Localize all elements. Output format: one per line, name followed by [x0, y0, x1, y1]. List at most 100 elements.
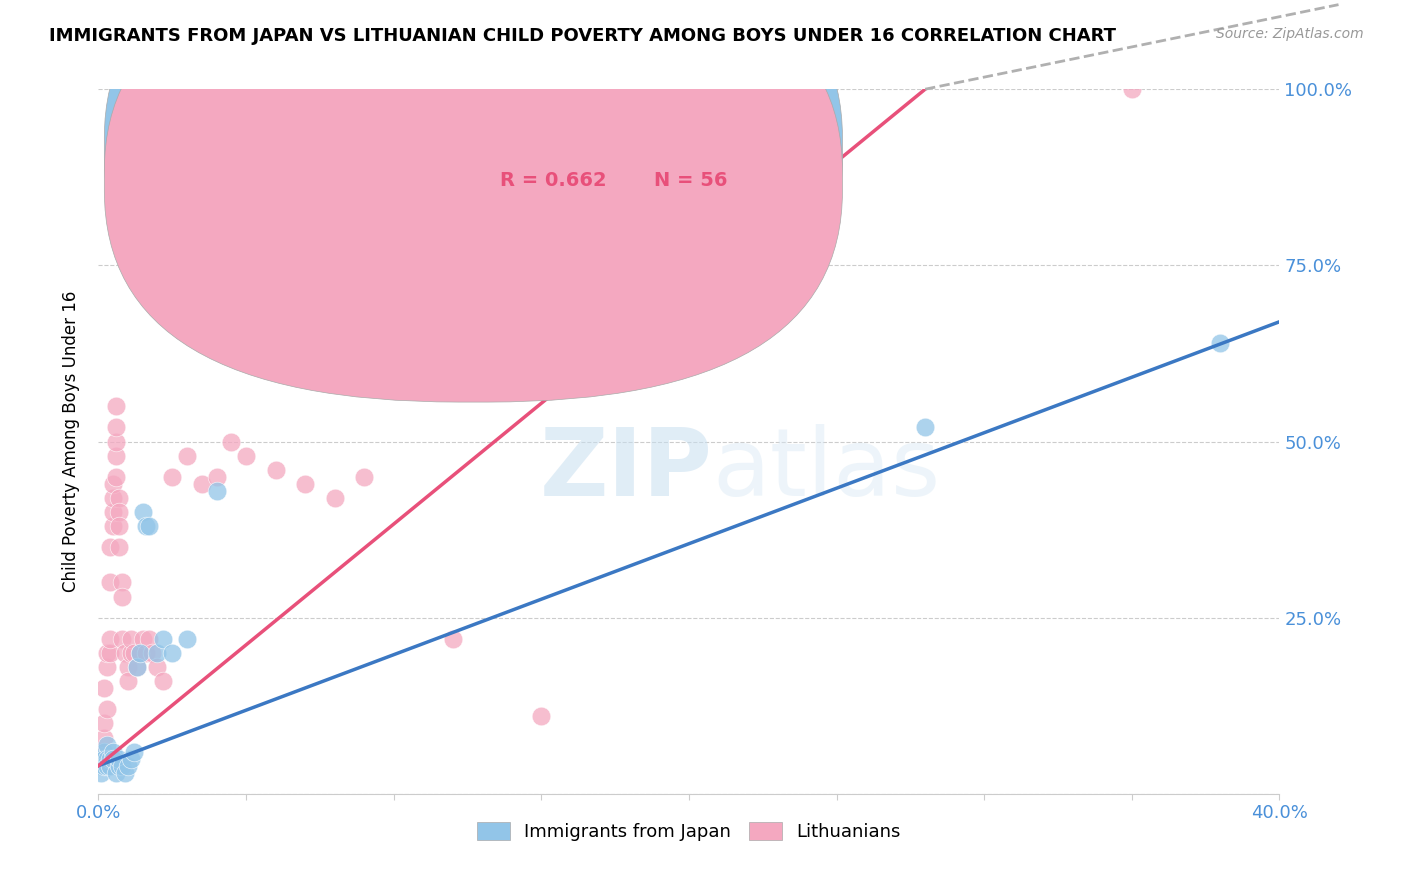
Point [1209, 335, 1232, 350]
Point [176, 449, 198, 463]
Point [98, 646, 121, 660]
Text: N = 56: N = 56 [654, 171, 727, 190]
Point [162, 646, 183, 660]
Point [205, 483, 228, 498]
Point [98, 632, 121, 646]
Point [96, 758, 118, 772]
Point [294, 476, 316, 491]
Point [120, 646, 142, 660]
Point [530, 709, 553, 723]
Point [108, 491, 131, 505]
Point [108, 519, 131, 533]
Point [125, 660, 148, 674]
Point [138, 632, 160, 646]
Y-axis label: Child Poverty Among Boys Under 16: Child Poverty Among Boys Under 16 [62, 291, 80, 592]
Point [103, 751, 125, 765]
Point [93, 716, 115, 731]
Text: R = 0.662: R = 0.662 [501, 171, 606, 190]
Point [191, 476, 214, 491]
Point [132, 632, 155, 646]
Point [152, 632, 174, 646]
Point [96, 738, 118, 752]
Point [90, 758, 112, 772]
FancyBboxPatch shape [441, 118, 807, 205]
Point [141, 646, 163, 660]
Point [98, 575, 121, 590]
Point [146, 646, 169, 660]
Text: Source: ZipAtlas.com: Source: ZipAtlas.com [1216, 27, 1364, 41]
Point [105, 765, 128, 780]
Point [105, 449, 128, 463]
Point [103, 745, 125, 759]
Point [128, 646, 150, 660]
Point [162, 469, 183, 483]
FancyBboxPatch shape [104, 0, 842, 369]
Point [120, 632, 142, 646]
Point [96, 646, 118, 660]
Point [914, 420, 936, 434]
Point [98, 541, 121, 555]
Point [114, 646, 136, 660]
Point [111, 575, 134, 590]
Text: IMMIGRANTS FROM JAPAN VS LITHUANIAN CHILD POVERTY AMONG BOYS UNDER 16 CORRELATIO: IMMIGRANTS FROM JAPAN VS LITHUANIAN CHIL… [49, 27, 1116, 45]
Point [105, 399, 128, 413]
FancyBboxPatch shape [104, 0, 842, 402]
Point [1121, 82, 1143, 96]
Point [114, 765, 136, 780]
Point [93, 758, 115, 772]
Point [98, 751, 121, 765]
Point [205, 469, 228, 483]
Point [128, 646, 150, 660]
Legend: Immigrants from Japan, Lithuanians: Immigrants from Japan, Lithuanians [470, 814, 908, 848]
Point [93, 751, 115, 765]
Point [382, 364, 405, 378]
Point [90, 745, 112, 759]
Point [117, 758, 139, 772]
Point [120, 751, 142, 765]
Point [96, 702, 118, 716]
Point [135, 519, 157, 533]
Point [96, 660, 118, 674]
Point [146, 660, 169, 674]
Point [122, 646, 145, 660]
Point [90, 751, 112, 765]
Text: R = 0.590: R = 0.590 [501, 138, 606, 157]
Point [441, 632, 464, 646]
Point [96, 751, 118, 765]
Point [103, 491, 125, 505]
Point [93, 745, 115, 759]
Point [122, 745, 145, 759]
Point [176, 632, 198, 646]
Point [108, 541, 131, 555]
Point [105, 420, 128, 434]
Point [108, 758, 131, 772]
Point [152, 674, 174, 689]
Point [93, 681, 115, 696]
Point [138, 519, 160, 533]
Point [98, 758, 121, 772]
Point [111, 632, 134, 646]
Point [105, 434, 128, 449]
Point [221, 434, 243, 449]
Point [264, 463, 287, 477]
Point [108, 505, 131, 519]
Point [132, 505, 155, 519]
Point [90, 751, 112, 765]
Point [117, 660, 139, 674]
Point [235, 449, 257, 463]
Point [353, 469, 375, 483]
Point [135, 646, 157, 660]
Point [117, 674, 139, 689]
Point [105, 469, 128, 483]
Point [323, 491, 346, 505]
Point [125, 660, 148, 674]
Point [111, 590, 134, 604]
Text: ZIP: ZIP [540, 424, 713, 516]
Text: N = 33: N = 33 [654, 138, 727, 157]
Point [93, 731, 115, 745]
Text: atlas: atlas [713, 424, 941, 516]
Point [108, 751, 131, 765]
Point [103, 519, 125, 533]
Point [103, 505, 125, 519]
Point [103, 476, 125, 491]
